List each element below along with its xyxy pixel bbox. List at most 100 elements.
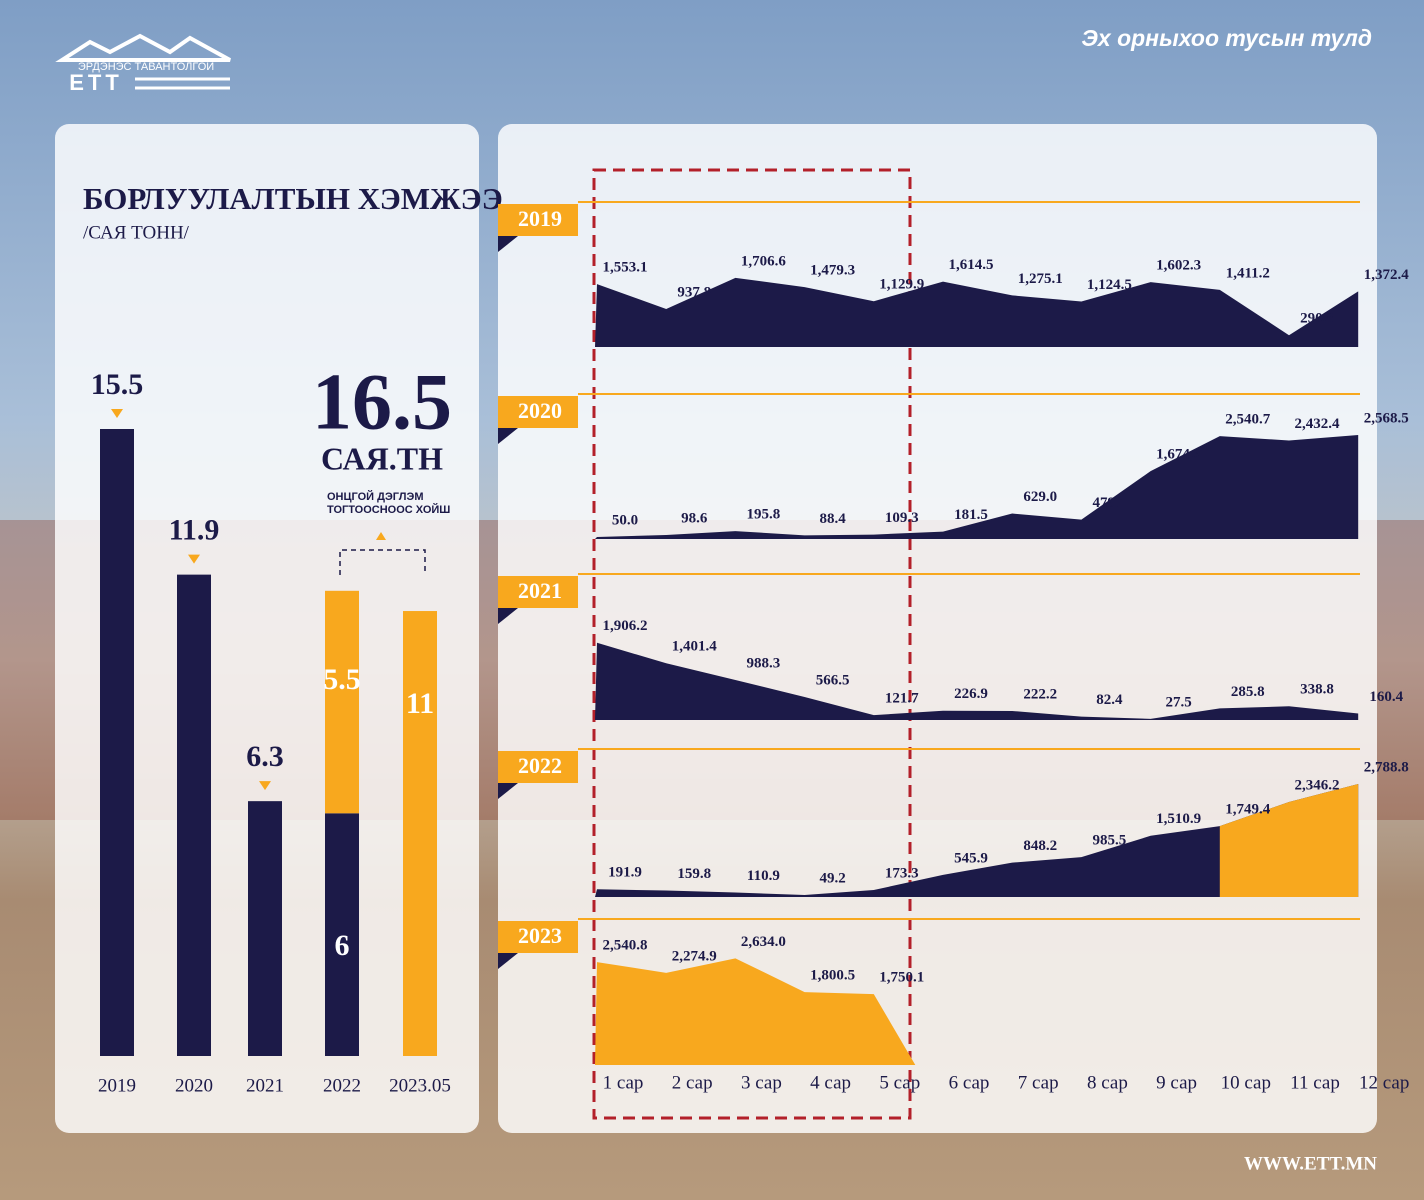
value-label: 159.8 bbox=[677, 866, 711, 882]
x-tick-label: 11 сар bbox=[1290, 1072, 1340, 1093]
legend-label: 2019 bbox=[518, 206, 562, 231]
value-pointer bbox=[188, 554, 200, 564]
area bbox=[595, 642, 1359, 720]
area-chart: 1 сар 2 сар 3 сар 4 сар 5 сар 6 сар 7 сар 8 сар… bbox=[498, 168, 1410, 1120]
x-tick-label: 12 сар bbox=[1359, 1072, 1409, 1093]
value-pointer bbox=[111, 409, 123, 418]
x-tick-label: 4 сар bbox=[810, 1072, 851, 1093]
value-pointer bbox=[259, 781, 271, 791]
x-tick-label: 8 сар bbox=[1087, 1072, 1128, 1093]
x-tick-label: 2021 bbox=[246, 1075, 284, 1096]
bar bbox=[325, 813, 359, 1056]
bar bbox=[100, 429, 134, 1056]
value-label: 479.1 bbox=[1093, 495, 1127, 511]
value-label: 2,634.0 bbox=[741, 934, 786, 950]
value-label: 2,432.4 bbox=[1295, 416, 1341, 432]
year-tag bbox=[498, 751, 578, 783]
logo-short: ЕТТ bbox=[69, 70, 123, 95]
value-label: 338.8 bbox=[1300, 682, 1334, 698]
bracket-arrow bbox=[376, 532, 386, 540]
value-label: 121.7 bbox=[885, 691, 919, 707]
legend-label: 2020 bbox=[518, 398, 562, 423]
area bbox=[595, 784, 1359, 897]
value-label: 11.9 bbox=[169, 514, 220, 547]
area-highlight bbox=[1219, 784, 1359, 897]
value-label: 1,479.3 bbox=[810, 263, 855, 279]
value-label: 82.4 bbox=[1096, 692, 1123, 708]
x-tick-label: 3 сар bbox=[741, 1072, 782, 1093]
value-label: 50.0 bbox=[612, 512, 638, 528]
value-label: 226.9 bbox=[954, 686, 988, 702]
x-tick-label: 7 сар bbox=[1018, 1072, 1059, 1093]
x-tick-label: 2 сар bbox=[672, 1072, 713, 1093]
chart-subtitle: /САЯ ТОНН/ bbox=[83, 222, 190, 243]
value-label: 6 bbox=[335, 929, 350, 962]
value-label: 2,540.8 bbox=[603, 938, 648, 954]
value-label: 49.2 bbox=[819, 870, 845, 886]
value-label: 1,750.1 bbox=[879, 970, 924, 986]
value-label: 191.9 bbox=[608, 865, 642, 881]
chart-title: БОРЛУУЛАЛТЫН ХЭМЖЭЭ bbox=[83, 181, 503, 216]
value-label: 988.3 bbox=[747, 655, 781, 671]
bar-chart: БОРЛУУЛАЛТЫН ХЭМЖЭЭ /САЯ ТОНН/ 16.5 САЯ.… bbox=[83, 181, 503, 1096]
value-label: 160.4 bbox=[1369, 689, 1403, 705]
value-label: 1,124.5 bbox=[1087, 277, 1132, 293]
value-label: 566.5 bbox=[816, 672, 850, 688]
value-label: 1,372.4 bbox=[1364, 267, 1410, 283]
value-label: 1,411.2 bbox=[1226, 265, 1270, 281]
value-label: 1,749.4 bbox=[1225, 802, 1271, 818]
value-label: 1,602.3 bbox=[1156, 258, 1201, 274]
x-tick-label: 2023.05 bbox=[389, 1075, 451, 1096]
year-tag bbox=[498, 921, 578, 953]
area bbox=[595, 434, 1359, 539]
value-label: 1,275.1 bbox=[1018, 271, 1063, 287]
year-tag-fold bbox=[498, 783, 518, 799]
value-label: 2,540.7 bbox=[1225, 412, 1271, 428]
value-label: 2,568.5 bbox=[1364, 410, 1409, 426]
year-tag-fold bbox=[498, 428, 518, 444]
value-label: 545.9 bbox=[954, 850, 988, 866]
value-label: 1,553.1 bbox=[603, 260, 648, 276]
annotation-note: ТОГТООСНООС ХОЙШ bbox=[327, 503, 450, 516]
value-label: 11 bbox=[406, 687, 434, 720]
annotation-unit: САЯ.ТН bbox=[321, 440, 443, 476]
value-label: 2,788.8 bbox=[1364, 759, 1409, 775]
value-label: 1,800.5 bbox=[810, 968, 855, 984]
area bbox=[595, 277, 1359, 347]
x-tick-label: 2022 bbox=[323, 1075, 361, 1096]
value-label: 290.8 bbox=[1300, 311, 1334, 327]
x-tick-label: 9 сар bbox=[1156, 1072, 1197, 1093]
highlight-box bbox=[592, 168, 912, 1120]
value-label: 1,906.2 bbox=[603, 618, 648, 634]
value-label: 181.5 bbox=[954, 507, 988, 523]
legend-label: 2021 bbox=[518, 578, 562, 603]
year-tag bbox=[498, 396, 578, 428]
value-label: 937.8 bbox=[677, 284, 711, 300]
value-label: 985.5 bbox=[1093, 833, 1127, 849]
year-tag bbox=[498, 204, 578, 236]
value-label: 88.4 bbox=[819, 511, 846, 527]
value-label: 173.3 bbox=[885, 865, 919, 881]
year-tag-fold bbox=[498, 953, 518, 969]
value-label: 1,614.5 bbox=[949, 257, 994, 273]
value-label: 2,346.2 bbox=[1295, 777, 1340, 793]
x-tick-label: 2019 bbox=[98, 1075, 136, 1096]
bracket bbox=[339, 549, 426, 575]
logo-mountains bbox=[55, 33, 231, 62]
bar bbox=[325, 590, 359, 814]
x-tick-label: 6 сар bbox=[949, 1072, 990, 1093]
year-tag-fold bbox=[498, 608, 518, 624]
value-label: 848.2 bbox=[1023, 838, 1057, 854]
legend-label: 2023 bbox=[518, 923, 562, 948]
bar bbox=[177, 574, 211, 1056]
value-label: 1,706.6 bbox=[741, 253, 787, 269]
value-label: 2,274.9 bbox=[672, 948, 717, 964]
value-label: 1,129.9 bbox=[879, 277, 924, 293]
value-label: 109.3 bbox=[885, 510, 919, 526]
area bbox=[595, 958, 916, 1065]
value-label: 6.3 bbox=[246, 740, 284, 773]
value-label: 15.5 bbox=[91, 368, 144, 401]
value-label: 27.5 bbox=[1165, 694, 1191, 710]
value-label: 195.8 bbox=[747, 507, 781, 523]
